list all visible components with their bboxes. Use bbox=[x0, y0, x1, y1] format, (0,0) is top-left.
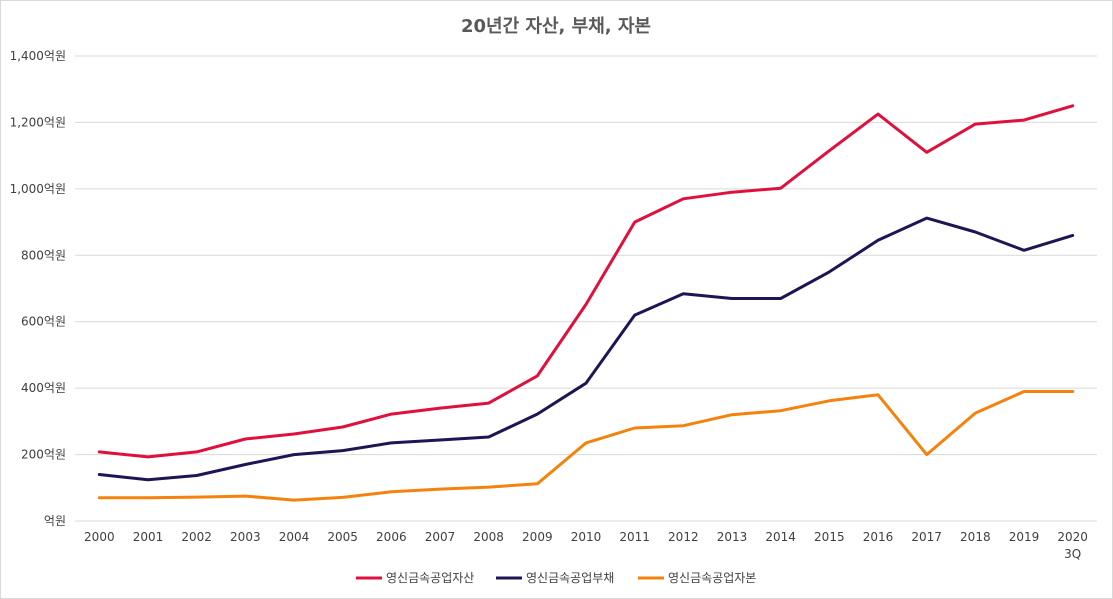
x-tick-label: 2014 bbox=[765, 530, 796, 544]
x-tick-label: 2000 bbox=[84, 530, 115, 544]
x-tick-label: 2009 bbox=[522, 530, 553, 544]
y-tick-label: 400억원 bbox=[21, 381, 66, 395]
x-tick-label: 2008 bbox=[473, 530, 504, 544]
y-axis-ticks: 억원 200억원 400억원 600억원 800억원 1,000억원 1,200억원 1,40… bbox=[10, 49, 66, 528]
grid bbox=[75, 55, 1097, 522]
x-tick-label: 2007 bbox=[425, 530, 456, 544]
y-tick-label: 1,200억원 bbox=[10, 115, 66, 129]
x-tick-label: 2016 bbox=[863, 530, 894, 544]
x-tick-label: 2006 bbox=[376, 530, 407, 544]
x-tick-label: 2018 bbox=[960, 530, 991, 544]
series-lines bbox=[97, 104, 1075, 502]
x-tick-label: 2017 bbox=[911, 530, 942, 544]
y-tick-label: 억원 bbox=[44, 514, 66, 528]
y-tick-label: 800억원 bbox=[21, 248, 66, 262]
x-tick-label: 2012 bbox=[668, 530, 699, 544]
legend-label: 영신금속공업부채 bbox=[526, 571, 614, 585]
x-axis-ticks: 2000 2001 2002 2003 2004 2005 2006 2007 2008 2009… bbox=[84, 530, 1088, 561]
legend-label: 영신금속공업자본 bbox=[668, 571, 756, 585]
x-tick-label: 2004 bbox=[279, 530, 310, 544]
x-tick-label: 2013 bbox=[717, 530, 748, 544]
series-line-3 bbox=[97, 390, 1075, 502]
x-tick-label: 2019 bbox=[1009, 530, 1040, 544]
series-line-1 bbox=[97, 104, 1075, 459]
x-tick-label: 2001 bbox=[133, 530, 164, 544]
x-tick-label: 2020 3Q bbox=[1057, 530, 1088, 561]
y-tick-label: 1,000억원 bbox=[10, 182, 66, 196]
y-tick-label: 600억원 bbox=[21, 315, 66, 329]
series-line-2 bbox=[97, 216, 1075, 482]
x-tick-label: 2002 bbox=[181, 530, 212, 544]
y-tick-label: 200억원 bbox=[21, 448, 66, 462]
legend-label: 영신금속공업자산 bbox=[386, 571, 474, 585]
y-tick-label: 1,400억원 bbox=[10, 49, 66, 63]
x-tick-label: 2003 bbox=[230, 530, 261, 544]
x-tick-label: 2010 bbox=[571, 530, 602, 544]
x-tick-label: 2011 bbox=[619, 530, 650, 544]
x-tick-label: 2015 bbox=[814, 530, 845, 544]
legend: 영신금속공업자산 영신금속공업부채 영신금속공업자본 bbox=[356, 571, 756, 585]
chart-title: 20년간 자산, 부채, 자본 bbox=[461, 16, 651, 37]
x-tick-label: 2005 bbox=[327, 530, 358, 544]
